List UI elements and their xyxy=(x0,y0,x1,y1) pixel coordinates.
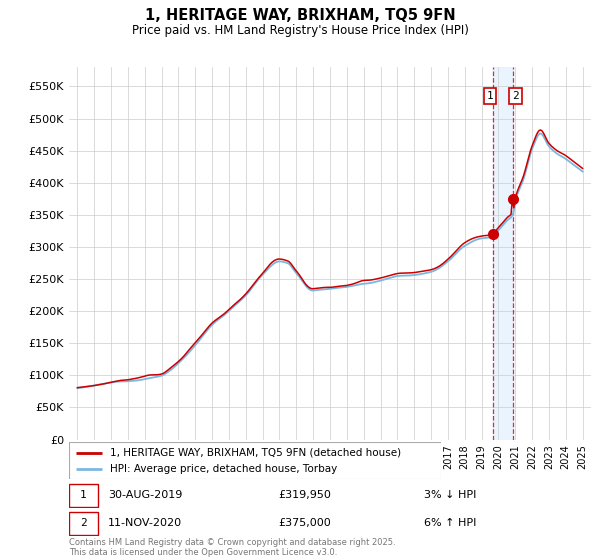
Text: Price paid vs. HM Land Registry's House Price Index (HPI): Price paid vs. HM Land Registry's House … xyxy=(131,24,469,36)
Text: £375,000: £375,000 xyxy=(278,519,331,528)
Text: 6% ↑ HPI: 6% ↑ HPI xyxy=(424,519,476,528)
Bar xyxy=(69,512,98,535)
Text: HPI: Average price, detached house, Torbay: HPI: Average price, detached house, Torb… xyxy=(110,464,337,474)
Text: 1, HERITAGE WAY, BRIXHAM, TQ5 9FN (detached house): 1, HERITAGE WAY, BRIXHAM, TQ5 9FN (detac… xyxy=(110,447,401,458)
Bar xyxy=(493,67,513,440)
Text: 1: 1 xyxy=(487,91,494,101)
Text: Contains HM Land Registry data © Crown copyright and database right 2025.
This d: Contains HM Land Registry data © Crown c… xyxy=(69,538,395,557)
Text: 2: 2 xyxy=(512,91,519,101)
Text: 11-NOV-2020: 11-NOV-2020 xyxy=(108,519,182,528)
Text: 1: 1 xyxy=(80,491,86,500)
Bar xyxy=(69,484,98,507)
Text: 2: 2 xyxy=(80,519,86,528)
Text: 1, HERITAGE WAY, BRIXHAM, TQ5 9FN: 1, HERITAGE WAY, BRIXHAM, TQ5 9FN xyxy=(145,8,455,24)
Text: £319,950: £319,950 xyxy=(278,491,331,500)
Text: 30-AUG-2019: 30-AUG-2019 xyxy=(108,491,182,500)
Text: 3% ↓ HPI: 3% ↓ HPI xyxy=(424,491,476,500)
